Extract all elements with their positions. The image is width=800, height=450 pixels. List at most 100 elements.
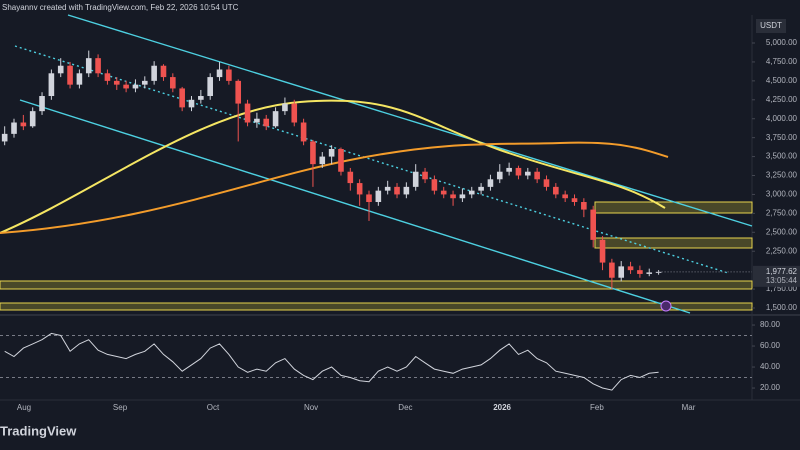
rsi-line (4, 332, 659, 391)
y-tick-label: 40.00 (760, 362, 781, 371)
candle-body (468, 190, 475, 195)
candle-body (160, 65, 167, 78)
candle-body (244, 103, 251, 123)
x-tick-label: 2026 (493, 403, 511, 412)
zone (0, 280, 753, 290)
candle-body (48, 73, 55, 97)
candle-body (394, 186, 400, 195)
last-price-label: 1,977.62 (766, 267, 798, 276)
candle-body (366, 194, 372, 203)
currency-box (756, 19, 786, 33)
y-tick-label: 20.00 (760, 383, 781, 392)
y-tick-label: 2,500.00 (766, 227, 798, 236)
candle-body (356, 183, 363, 195)
candle-body (571, 198, 578, 203)
x-tick-label: Dec (398, 403, 412, 412)
attribution: Shayannv created with TradingView.com, F… (2, 3, 239, 12)
candle-body (450, 194, 456, 199)
candle-body (506, 167, 512, 172)
candle-body (403, 186, 410, 195)
zone (594, 237, 753, 249)
candle-body (515, 167, 522, 176)
channel-line (19, 99, 691, 314)
candle-body (235, 80, 242, 104)
candle-body (76, 73, 83, 85)
candle-body (562, 194, 568, 199)
candle-body (581, 202, 587, 210)
candle-body (179, 88, 185, 108)
candle-body (496, 171, 503, 180)
candle-body (300, 122, 307, 142)
x-tick-label: Nov (304, 403, 318, 412)
candle-body (553, 186, 559, 195)
footer-logo: TradingView (0, 423, 77, 438)
candle-body (263, 118, 270, 127)
candle-body (637, 270, 643, 274)
event-icon (660, 300, 672, 312)
candle-body (487, 179, 494, 187)
candle-body (459, 194, 466, 199)
candle-body (254, 118, 260, 123)
candle-body (39, 96, 45, 112)
candle-body (11, 122, 17, 134)
candle-body (151, 65, 157, 81)
y-tick-label: 1,750.00 (766, 284, 798, 293)
last-price-box (753, 265, 800, 287)
candle-body (282, 103, 288, 112)
ma-100 (0, 99, 666, 234)
y-tick-label: 4,500.00 (766, 76, 798, 85)
candle-body (198, 96, 204, 100)
candle-body (123, 84, 129, 89)
candle-body (319, 156, 326, 165)
candle-body (113, 80, 120, 85)
candle-body (440, 190, 447, 195)
candle-body (272, 111, 279, 127)
countdown: 13:05:44 (766, 276, 798, 285)
candle-body (543, 179, 550, 187)
candle-body (590, 209, 596, 240)
candle-body (375, 190, 382, 203)
ma-200 (0, 141, 669, 234)
candle-body (291, 103, 298, 123)
y-tick-label: 5,000.00 (766, 38, 798, 47)
candle-body (422, 171, 428, 180)
candle-body (67, 65, 73, 85)
y-tick-label: 3,000.00 (766, 190, 798, 199)
zone (594, 201, 753, 214)
candle-body (207, 77, 213, 97)
candle-body (609, 262, 615, 278)
candle-body (188, 99, 195, 108)
candle-body (1, 133, 8, 142)
candle-body (347, 171, 354, 184)
candle-body (104, 73, 111, 81)
candle-body (132, 84, 139, 89)
candle-body (534, 171, 540, 180)
y-tick-label: 1,500.00 (766, 303, 798, 312)
y-tick-label: 3,250.00 (766, 171, 798, 180)
candle-body (384, 186, 391, 191)
x-tick-label: Mar (682, 403, 696, 412)
candle-body (85, 58, 92, 74)
x-tick-label: Feb (590, 403, 604, 412)
zone (0, 302, 753, 311)
candle-body (431, 179, 438, 191)
candle-body (524, 171, 531, 176)
candle-body (646, 272, 653, 274)
candle-body (95, 58, 101, 74)
currency-label: USDT (760, 21, 782, 30)
y-tick-label: 4,000.00 (766, 114, 798, 123)
candle-body (310, 141, 316, 165)
y-tick-label: 4,250.00 (766, 95, 798, 104)
candle-body (328, 149, 335, 157)
channel (14, 14, 753, 314)
candle-body (57, 65, 64, 74)
x-tick-label: Oct (207, 403, 220, 412)
candle-body (20, 122, 27, 127)
y-tick-label: 60.00 (760, 341, 781, 350)
candle-body (141, 80, 148, 85)
x-tick-label: Aug (17, 403, 31, 412)
channel-line (67, 14, 753, 227)
candle-body (478, 186, 484, 191)
